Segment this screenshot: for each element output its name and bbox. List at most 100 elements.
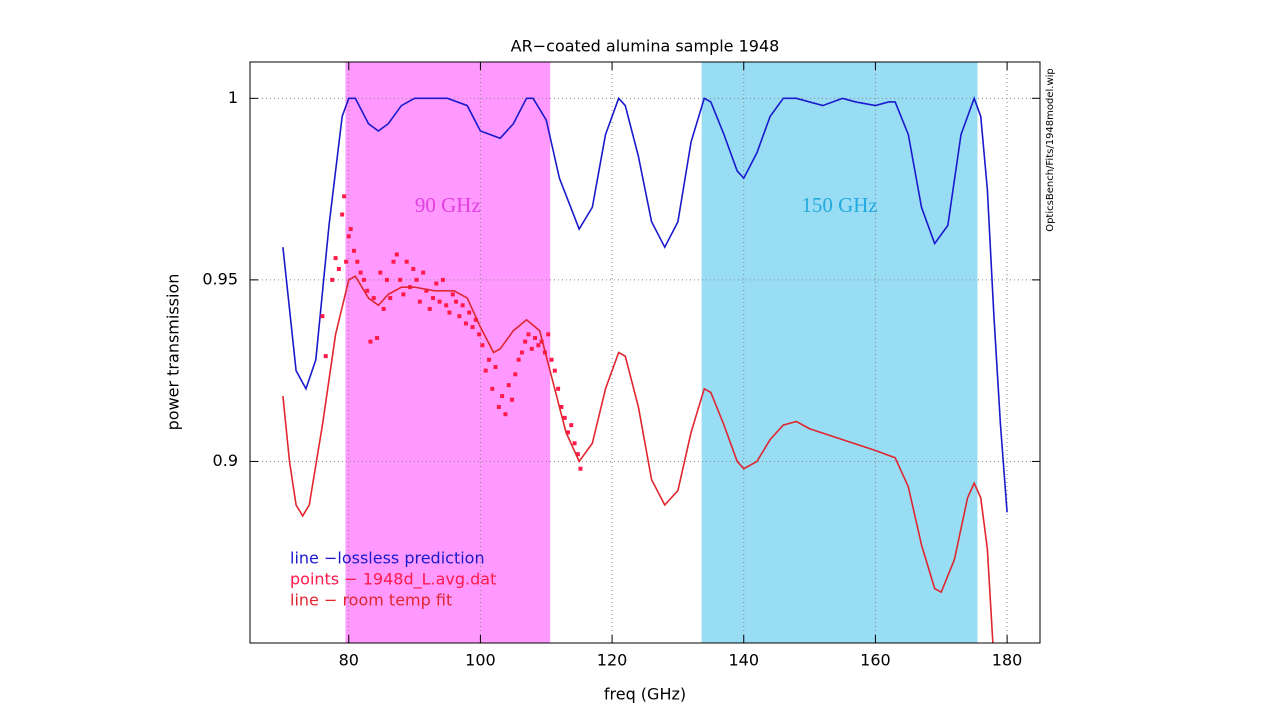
data-point [533, 335, 538, 340]
data-point [457, 314, 462, 319]
band-label: 90 GHz [415, 193, 481, 217]
data-point [342, 194, 347, 199]
data-point [388, 296, 393, 301]
data-point [529, 346, 534, 351]
data-point [440, 277, 445, 282]
annotation: OpticsBench/Fits/1948model.wip [1045, 68, 1056, 232]
data-point [404, 259, 409, 264]
x-tick-label: 100 [465, 651, 496, 670]
data-point [503, 412, 508, 417]
data-point [384, 277, 389, 282]
band [345, 62, 551, 643]
data-point [506, 383, 511, 388]
data-point [444, 303, 449, 308]
data-point [450, 292, 455, 297]
data-point [526, 332, 531, 337]
data-point [411, 266, 416, 271]
data-point [348, 227, 353, 232]
data-point [344, 259, 349, 264]
data-point [381, 306, 386, 311]
data-point [394, 252, 399, 257]
data-point [578, 466, 583, 471]
data-point [320, 314, 325, 319]
data-point [371, 296, 376, 301]
data-point [480, 343, 485, 348]
data-point [336, 266, 341, 271]
data-point [330, 277, 335, 282]
series-line [282, 275, 994, 643]
chart-title: AR−coated alumina sample 1948 [511, 37, 780, 56]
data-point [496, 404, 501, 409]
data-point [510, 397, 515, 402]
data-point [340, 212, 345, 217]
data-point [437, 299, 442, 304]
legend-entry: line −lossless prediction [290, 549, 485, 568]
y-tick-label: 0.9 [213, 451, 238, 470]
data-point [513, 372, 518, 377]
data-point [490, 386, 495, 391]
data-point [447, 310, 452, 315]
data-point [375, 335, 380, 340]
band-label: 150 GHz [801, 193, 877, 217]
data-point [556, 386, 561, 391]
data-point [569, 423, 574, 428]
x-axis-label: freq (GHz) [604, 685, 686, 704]
legend-entry: points − 1948d_L.avg.dat [290, 570, 496, 590]
data-point [346, 234, 351, 239]
x-tick-label: 80 [339, 651, 359, 670]
data-point [572, 441, 577, 446]
data-point [401, 292, 406, 297]
data-point [368, 339, 373, 344]
data-point [486, 357, 491, 362]
data-point [365, 288, 370, 293]
data-point [477, 332, 482, 337]
data-point [333, 256, 338, 261]
data-point [431, 296, 436, 301]
data-point [519, 350, 524, 355]
data-point [434, 281, 439, 286]
data-point [358, 270, 363, 275]
data-point [523, 339, 528, 344]
x-tick-label: 160 [860, 651, 891, 670]
data-point [552, 368, 557, 373]
data-point [500, 394, 505, 399]
grid [250, 62, 1040, 643]
x-tick-label: 180 [992, 651, 1023, 670]
data-point [470, 325, 475, 330]
x-tick-label: 120 [597, 651, 628, 670]
data-point [460, 303, 465, 308]
data-point [575, 452, 580, 457]
data-point [323, 354, 328, 359]
series-layer [282, 95, 1008, 643]
data-point [562, 415, 567, 420]
data-point [539, 339, 544, 344]
data-point [378, 270, 383, 275]
data-point [414, 277, 419, 282]
x-tick-label: 140 [728, 651, 759, 670]
data-point [421, 270, 426, 275]
series-line [282, 95, 1008, 513]
data-point [493, 365, 498, 370]
y-tick-label: 0.95 [202, 269, 238, 288]
legend-entry: line − room temp fit [290, 591, 452, 610]
data-point [361, 277, 366, 282]
data-point [398, 277, 403, 282]
plot-frame [249, 61, 1041, 644]
data-point [516, 357, 521, 362]
y-tick-label: 1 [228, 88, 238, 107]
data-point [546, 332, 551, 337]
data-point [483, 368, 488, 373]
data-point [424, 288, 429, 293]
data-point [559, 404, 564, 409]
data-point [454, 299, 459, 304]
bands [345, 62, 978, 643]
data-point [352, 248, 357, 253]
band [701, 62, 978, 643]
data-point [463, 321, 468, 326]
data-point [549, 357, 554, 362]
data-point [355, 259, 360, 264]
data-point [565, 430, 570, 435]
data-point [391, 259, 396, 264]
data-point [473, 317, 478, 322]
